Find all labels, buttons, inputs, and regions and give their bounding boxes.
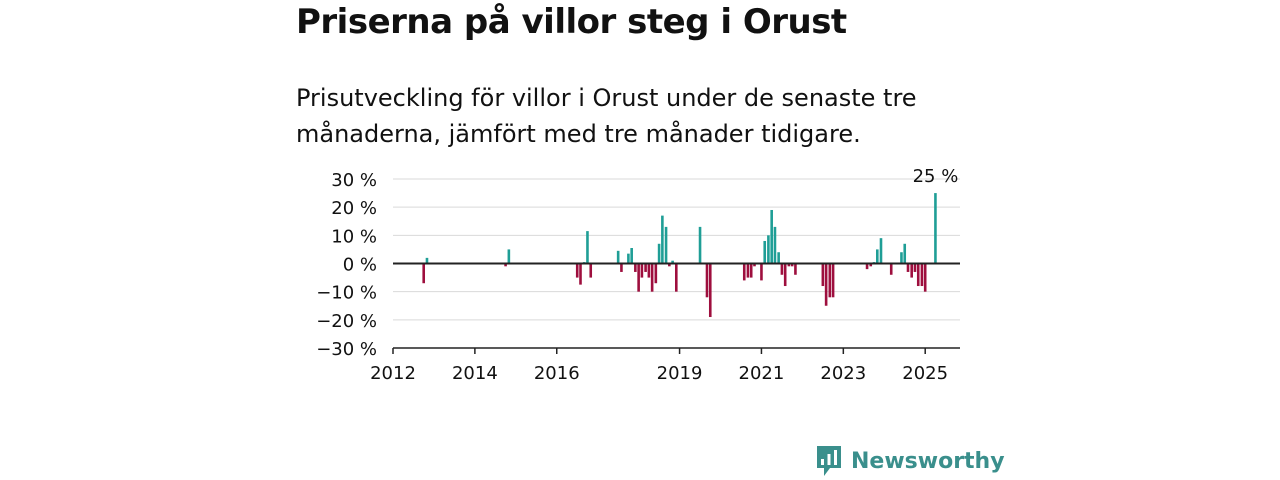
bar <box>654 263 658 284</box>
annotation-label: 25 % <box>913 166 959 187</box>
bar <box>661 215 664 264</box>
bar <box>783 263 787 287</box>
bar <box>773 226 777 264</box>
bar <box>889 263 893 275</box>
newsworthy-icon <box>817 446 841 476</box>
bar <box>824 263 828 306</box>
bar <box>575 263 579 278</box>
bar-chart: 30 %20 %10 %0 %−10 %−20 %−30 % 2012 2014 2… <box>316 166 960 384</box>
bar <box>586 231 589 264</box>
x-tick-labels: 2012 2014 2016 2019 2021 2023 2025 <box>370 363 948 384</box>
bar <box>589 263 593 278</box>
bar <box>906 263 910 272</box>
bar <box>705 263 709 298</box>
brand-logo: Newsworthy <box>815 444 1005 478</box>
bar <box>504 263 507 267</box>
bar <box>903 243 907 264</box>
bar <box>674 263 678 292</box>
y-tick-label: −30 % <box>316 339 377 360</box>
bar <box>698 226 702 264</box>
y-tick-label: 10 % <box>331 226 377 247</box>
bar <box>879 238 883 264</box>
bar <box>616 250 620 264</box>
bar <box>831 263 835 298</box>
bar <box>763 240 767 264</box>
bar <box>913 263 917 272</box>
bar <box>910 263 913 278</box>
bar <box>579 263 582 285</box>
x-tick-label: 2025 <box>902 363 948 384</box>
bar <box>770 209 773 264</box>
bar <box>780 263 784 275</box>
bar <box>869 263 873 267</box>
chart-title: Priserna på villor steg i Orust <box>296 2 847 42</box>
x-tick-label: 2021 <box>739 363 785 384</box>
x-tick-label: 2014 <box>452 363 498 384</box>
bar <box>422 263 426 284</box>
bar <box>876 249 879 264</box>
bar <box>787 263 791 267</box>
x-tick-label: 2023 <box>820 363 866 384</box>
y-tick-labels: 30 % 20 % 10 % 0 % −10 % −20 % −30 % <box>316 170 377 360</box>
bar <box>668 263 671 267</box>
bar <box>634 263 637 272</box>
bar <box>865 263 869 270</box>
bar <box>760 263 763 281</box>
y-tick-label: 0 % <box>343 255 377 276</box>
bar <box>627 253 630 264</box>
bar <box>934 193 937 264</box>
x-tick-label: 2016 <box>534 363 580 384</box>
bar <box>916 263 920 287</box>
x-tick-label: 2019 <box>657 363 703 384</box>
annotations: 25 % <box>913 166 959 187</box>
bar <box>630 248 633 264</box>
bar <box>637 263 640 292</box>
bar <box>650 263 654 292</box>
bar <box>923 263 927 292</box>
axes <box>392 262 960 354</box>
bar <box>753 263 756 267</box>
bar <box>900 252 903 264</box>
bar <box>507 249 511 264</box>
y-tick-label: −10 % <box>316 283 377 304</box>
bar <box>749 263 753 278</box>
bar <box>640 263 644 278</box>
bar <box>767 235 770 264</box>
bar <box>644 263 647 272</box>
bar <box>920 263 924 287</box>
bar <box>746 263 750 278</box>
bar <box>425 257 429 264</box>
bar <box>671 260 674 264</box>
bar <box>794 263 797 275</box>
bar <box>657 243 661 264</box>
bars <box>422 193 937 318</box>
bar <box>664 226 668 264</box>
x-tick-label: 2012 <box>370 363 416 384</box>
chart-subtitle: Prisutveckling för villor i Orust under … <box>296 84 917 148</box>
bar <box>790 263 794 267</box>
bar <box>821 263 825 287</box>
bar <box>777 252 780 264</box>
bar <box>742 263 746 281</box>
y-tick-label: 30 % <box>331 170 377 191</box>
y-tick-label: 20 % <box>331 198 377 219</box>
brand-name: Newsworthy <box>851 448 1005 474</box>
bar <box>828 263 832 298</box>
bar <box>647 263 651 278</box>
bar <box>620 263 623 272</box>
bar <box>708 263 712 318</box>
y-tick-label: −20 % <box>316 311 377 332</box>
